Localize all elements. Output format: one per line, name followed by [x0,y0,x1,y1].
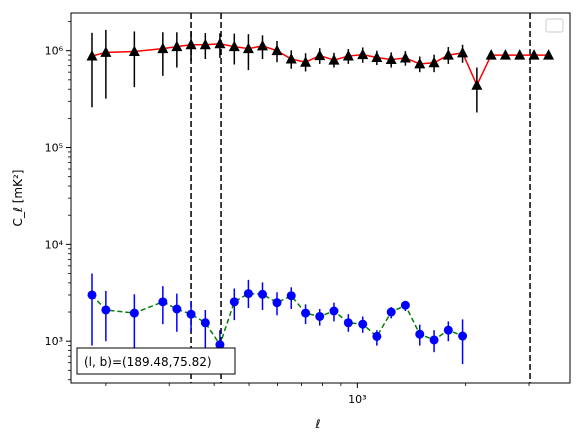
series-1-point-23 [443,325,453,335]
series-0-point-0 [86,50,98,61]
series-0-point-18 [371,51,383,63]
series-1-point-6 [200,318,210,328]
series-0-point-9 [242,42,254,54]
series-1-point-13 [301,308,311,318]
series-0-point-20 [399,52,411,63]
legend-box [545,18,564,33]
series-1-point-1 [101,305,111,315]
series-0-point-30 [543,49,555,60]
series-0-point-11 [271,44,283,56]
series-1-point-0 [87,290,97,300]
series-0-point-27 [499,49,511,60]
series-1-point-21 [415,329,425,339]
series-0-point-7 [214,37,226,49]
series-0-point-4 [171,40,183,52]
y-tick-label: 10⁶ [45,45,64,58]
series-1-point-24 [458,331,468,341]
series-1-point-10 [258,289,268,299]
series-1-point-9 [243,289,253,299]
series-0-point-8 [228,40,240,52]
series-0-point-19 [385,53,397,65]
series-0-point-22 [428,56,440,68]
series-1-point-8 [229,297,239,307]
series-1-point-14 [315,311,325,321]
annotation-box: (l, b)=(189.48,75.82) [76,347,236,375]
y-tick-label: 10⁴ [45,238,64,251]
series-0-point-14 [314,49,326,61]
series-1-point-2 [129,308,139,318]
plot-layer [86,13,555,383]
series-0-point-3 [157,42,169,54]
series-1-point-4 [172,304,182,314]
series-0-point-2 [128,45,140,57]
series-1-point-17 [358,319,368,329]
y-axis-label: C_ℓ [mK²] [11,170,25,227]
series-1-point-20 [400,300,410,310]
x-axis-label: ℓ [315,417,321,431]
series-0-point-29 [528,49,540,60]
series-0-point-28 [514,49,526,60]
y-tick-label: 10⁵ [45,142,63,155]
series-0 [86,29,555,113]
series-1-point-18 [372,331,382,341]
y-tick-label: 10³ [45,335,63,348]
x-tick-label: 10³ [348,393,366,406]
series-0-point-1 [100,46,112,57]
series-1-point-5 [186,309,196,319]
series-0-point-17 [357,48,369,60]
series-1-point-16 [343,318,353,328]
series-1 [87,273,468,371]
series-0-point-21 [414,57,426,69]
series-0-point-24 [457,46,469,58]
series-1-point-19 [386,307,396,317]
series-0-point-5 [185,38,197,50]
series-0-point-25 [471,79,483,90]
tick-layer: 10³ 10⁴ 10⁵ 10⁶ 10³ [45,21,530,406]
series-1-point-7 [215,340,225,350]
series-0-point-6 [199,38,211,50]
series-0-point-26 [485,49,497,60]
series-1-point-12 [286,291,296,301]
series-0-point-16 [342,50,354,61]
series-0-point-13 [300,56,312,67]
series-0-point-15 [328,54,340,65]
series-1-point-15 [329,306,339,316]
series-1-point-22 [429,335,439,345]
series-1-point-11 [272,298,282,308]
series-1-point-3 [158,297,168,307]
annotation-frame [76,347,236,375]
series-0-point-23 [442,49,454,60]
series-0-point-12 [285,53,297,64]
series-0-point-10 [257,39,269,51]
annotation-text: (l, b)=(189.48,75.82) [84,355,212,369]
